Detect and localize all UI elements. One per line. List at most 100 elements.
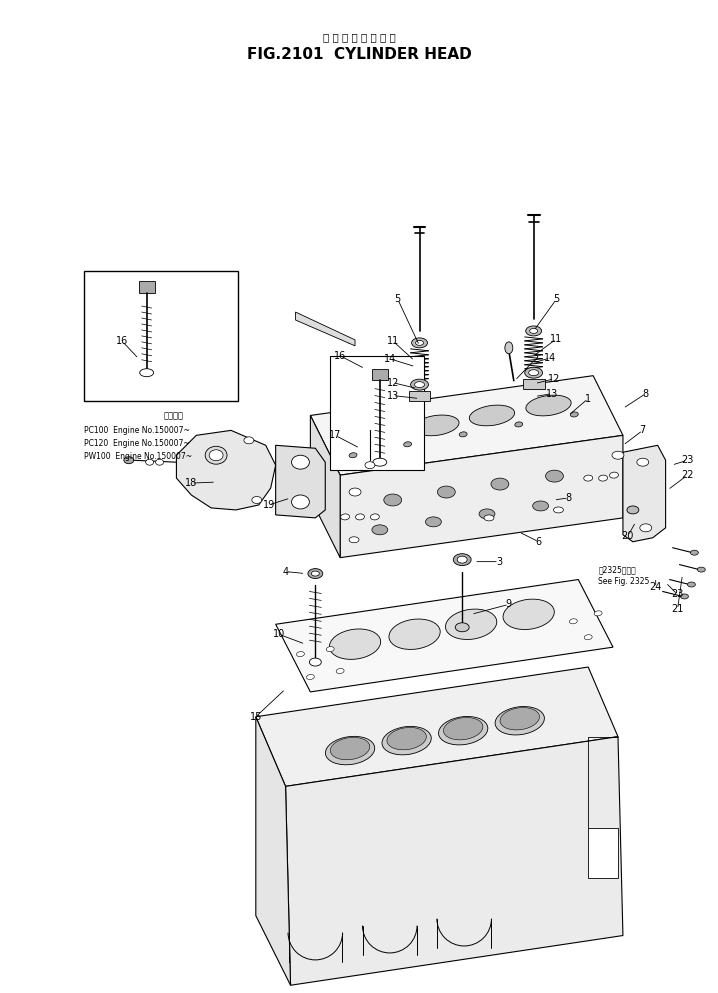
Ellipse shape [123,457,134,464]
Text: 14: 14 [544,353,556,362]
Ellipse shape [426,517,442,527]
Text: 11: 11 [550,334,563,344]
Ellipse shape [687,582,695,587]
Ellipse shape [610,472,618,478]
Ellipse shape [584,635,592,639]
Ellipse shape [525,367,543,378]
Text: 13: 13 [386,390,399,400]
Ellipse shape [308,569,323,579]
Ellipse shape [370,514,379,520]
Ellipse shape [445,609,497,639]
Ellipse shape [627,506,639,514]
Text: 16: 16 [334,351,346,360]
Ellipse shape [156,459,164,465]
Ellipse shape [244,437,254,444]
Ellipse shape [372,525,388,535]
Ellipse shape [612,451,624,459]
Ellipse shape [515,422,523,427]
Bar [330,355,424,470]
Text: 18: 18 [185,478,197,489]
Text: 8: 8 [643,388,649,398]
Polygon shape [296,312,355,346]
Ellipse shape [384,494,401,506]
Ellipse shape [453,554,471,566]
Ellipse shape [584,475,592,481]
Text: 12: 12 [549,373,561,383]
Ellipse shape [205,446,227,464]
Text: 17: 17 [329,430,341,440]
Text: 8: 8 [565,493,572,503]
Ellipse shape [495,707,544,735]
Ellipse shape [411,338,427,348]
Text: 6: 6 [536,537,541,547]
Text: 11: 11 [386,336,399,346]
Ellipse shape [470,405,515,426]
Text: 24: 24 [650,583,662,593]
Text: 3: 3 [496,557,502,567]
Ellipse shape [411,379,429,390]
Ellipse shape [484,515,494,521]
Ellipse shape [637,458,649,466]
Bar [409,390,431,400]
Ellipse shape [349,453,357,458]
Ellipse shape [528,369,538,375]
Text: 23: 23 [681,455,694,465]
Ellipse shape [503,599,554,630]
Polygon shape [177,430,276,510]
Ellipse shape [479,509,495,519]
Ellipse shape [349,488,361,496]
Text: 23: 23 [671,590,684,600]
Ellipse shape [416,341,424,346]
Ellipse shape [554,507,564,513]
Bar [372,368,388,379]
Ellipse shape [681,594,689,599]
Ellipse shape [336,668,344,673]
Text: シ リ ン ダ ー ヘ ッ ド: シ リ ン ダ ー ヘ ッ ド [322,33,396,43]
Ellipse shape [500,708,539,730]
Bar [139,281,154,293]
Ellipse shape [697,567,705,572]
Ellipse shape [340,514,350,520]
Bar [588,828,618,878]
Ellipse shape [292,455,309,469]
Ellipse shape [373,458,387,466]
Text: 21: 21 [671,605,684,615]
Text: PC100  Engine No.150007~: PC100 Engine No.150007~ [84,426,190,435]
Text: 20: 20 [622,531,634,541]
Ellipse shape [252,496,262,503]
Ellipse shape [140,368,154,376]
Ellipse shape [146,459,154,465]
Ellipse shape [312,571,320,576]
Ellipse shape [389,619,440,649]
Ellipse shape [595,611,602,616]
Text: FIG.2101  CYLINDER HEAD: FIG.2101 CYLINDER HEAD [246,47,472,62]
Ellipse shape [533,501,549,511]
Ellipse shape [307,674,314,679]
Ellipse shape [460,432,467,437]
Ellipse shape [330,738,370,760]
Text: 13: 13 [546,388,559,398]
Ellipse shape [457,556,467,563]
Ellipse shape [526,326,541,336]
Polygon shape [286,737,623,985]
Ellipse shape [404,442,411,447]
Ellipse shape [437,486,455,498]
Ellipse shape [387,728,426,750]
Ellipse shape [439,717,488,745]
Ellipse shape [530,329,538,334]
Text: 2: 2 [533,354,538,363]
Ellipse shape [599,475,607,481]
Ellipse shape [349,537,359,543]
Ellipse shape [325,737,375,765]
Polygon shape [310,375,623,475]
Ellipse shape [526,395,571,416]
Ellipse shape [365,462,375,469]
Text: 7: 7 [640,425,646,435]
Polygon shape [256,667,618,786]
Polygon shape [256,717,291,985]
Ellipse shape [570,412,578,417]
Text: 9: 9 [505,600,512,610]
Text: PC120  Engine No.150007~: PC120 Engine No.150007~ [84,439,190,448]
Text: 4: 4 [282,567,289,577]
Ellipse shape [326,646,334,651]
